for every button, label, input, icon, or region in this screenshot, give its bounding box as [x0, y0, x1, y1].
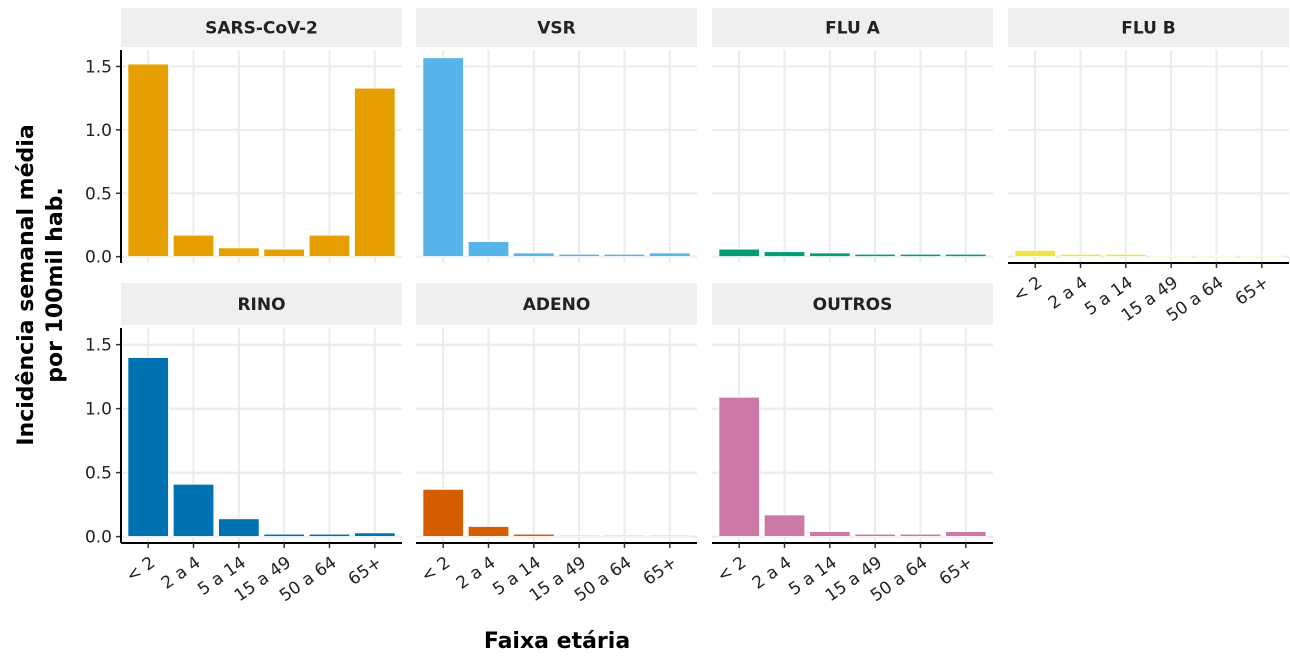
- bar: [308, 533, 351, 538]
- bar: [353, 87, 396, 258]
- bar: [263, 248, 306, 258]
- strip-label: SARS-CoV-2: [205, 19, 318, 39]
- strip-background: [712, 8, 993, 47]
- strip-label: RINO: [237, 295, 285, 315]
- bar: [763, 514, 806, 538]
- bar: [808, 252, 851, 258]
- x-tick-label: 65+: [345, 553, 386, 590]
- strip-background: [121, 283, 402, 325]
- y-tick-label: 0.5: [85, 184, 112, 204]
- bar: [808, 530, 851, 538]
- bar: [944, 530, 987, 538]
- bar: [899, 533, 942, 538]
- strip-background: [416, 8, 697, 47]
- strip-label: FLU B: [1121, 19, 1176, 39]
- bar: [763, 251, 806, 258]
- x-tick-label: < 2: [714, 553, 750, 587]
- x-tick-label: < 2: [418, 553, 454, 587]
- x-tick-label: < 2: [1010, 273, 1046, 307]
- bar: [1240, 254, 1283, 258]
- bar: [1059, 253, 1102, 258]
- bar: [854, 533, 897, 538]
- strip-label: VSR: [537, 19, 576, 39]
- y-tick-label: 0.0: [85, 248, 112, 268]
- strip-label: OUTROS: [813, 295, 893, 315]
- strip-label: FLU A: [825, 19, 881, 39]
- bar: [217, 247, 260, 258]
- bar: [558, 534, 601, 538]
- strip-background: [1008, 8, 1289, 47]
- y-tick-label: 1.0: [85, 400, 112, 420]
- strip-background: [416, 283, 697, 325]
- bar: [1104, 253, 1147, 258]
- bar: [422, 57, 465, 258]
- x-tick-label: 65+: [1232, 273, 1273, 310]
- bar: [854, 253, 897, 258]
- bar: [172, 483, 215, 538]
- bar: [603, 253, 646, 258]
- bar: [1014, 249, 1057, 258]
- y-tick-label: 1.5: [85, 336, 112, 356]
- bar: [422, 488, 465, 538]
- x-tick-label: < 2: [123, 553, 159, 587]
- y-axis-title: por 100mil hab.: [43, 187, 68, 383]
- bar: [512, 533, 555, 538]
- bar: [263, 533, 306, 538]
- bar: [172, 234, 215, 258]
- y-tick-label: 1.0: [85, 121, 112, 141]
- bar: [308, 234, 351, 258]
- y-tick-label: 0.5: [85, 464, 112, 484]
- bar: [127, 63, 170, 258]
- bar: [718, 396, 761, 538]
- bar: [353, 532, 396, 538]
- bar: [217, 518, 260, 538]
- bar: [603, 534, 646, 538]
- x-tick-label: 65+: [936, 553, 977, 590]
- bar: [899, 253, 942, 258]
- bar: [648, 252, 691, 258]
- bar: [944, 253, 987, 258]
- strip-label: ADENO: [523, 295, 591, 315]
- y-tick-label: 0.0: [85, 528, 112, 548]
- bar: [558, 253, 601, 258]
- bar: [467, 240, 510, 258]
- bar: [467, 525, 510, 538]
- bar: [648, 534, 691, 538]
- strip-background: [121, 8, 402, 47]
- y-tick-label: 1.5: [85, 57, 112, 77]
- strip-background: [712, 283, 993, 325]
- x-tick-label: 65+: [640, 553, 681, 590]
- bar: [718, 248, 761, 258]
- bar: [512, 252, 555, 258]
- bar: [1150, 254, 1193, 258]
- bar: [1195, 254, 1238, 258]
- x-axis-title: Faixa etária: [484, 629, 630, 654]
- y-axis-title: Incidência semanal média: [14, 124, 39, 445]
- bar: [127, 356, 170, 538]
